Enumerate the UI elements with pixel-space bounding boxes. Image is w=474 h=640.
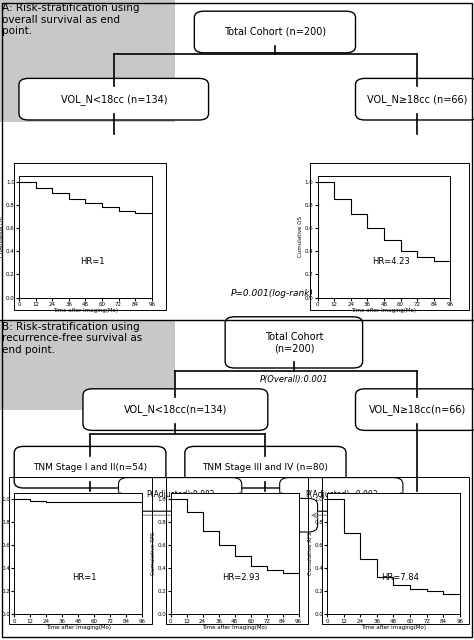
Text: HR=4.23: HR=4.23 bbox=[372, 257, 410, 266]
X-axis label: Time after Imaging(Mo): Time after Imaging(Mo) bbox=[46, 625, 111, 630]
Text: B: Risk-stratification using
recurrence-free survival as
end point.: B: Risk-stratification using recurrence-… bbox=[2, 321, 143, 355]
FancyBboxPatch shape bbox=[280, 477, 403, 511]
FancyBboxPatch shape bbox=[194, 12, 356, 52]
FancyBboxPatch shape bbox=[19, 79, 209, 120]
Text: A: Risk-stratification using
overall survival as end
point.: A: Risk-stratification using overall sur… bbox=[2, 3, 140, 36]
Text: HR=7.84: HR=7.84 bbox=[381, 573, 419, 582]
FancyBboxPatch shape bbox=[194, 499, 318, 532]
Y-axis label: Cumulative OS: Cumulative OS bbox=[298, 216, 303, 257]
FancyBboxPatch shape bbox=[356, 388, 474, 431]
X-axis label: Time after Imaging(Mo): Time after Imaging(Mo) bbox=[53, 308, 118, 313]
Text: TNM Stage III and IV (n=80): TNM Stage III and IV (n=80) bbox=[202, 463, 328, 472]
FancyBboxPatch shape bbox=[0, 320, 175, 410]
FancyBboxPatch shape bbox=[225, 317, 363, 368]
Text: HR=1: HR=1 bbox=[73, 573, 97, 582]
FancyBboxPatch shape bbox=[0, 0, 175, 122]
Text: VOL_N<18cc (n=134): VOL_N<18cc (n=134) bbox=[61, 93, 167, 105]
Text: P(Adjusted):0.082: P(Adjusted):0.082 bbox=[146, 490, 214, 499]
Text: Total Cohort (n=200): Total Cohort (n=200) bbox=[224, 27, 326, 37]
Text: VOL_N<18cc(n=134): VOL_N<18cc(n=134) bbox=[124, 404, 227, 415]
Text: P=0.001(log-rank): P=0.001(log-rank) bbox=[231, 289, 314, 298]
X-axis label: Time after Imaging(Mo): Time after Imaging(Mo) bbox=[351, 308, 417, 313]
Text: VOL_N≥18cc(n=66): VOL_N≥18cc(n=66) bbox=[368, 404, 466, 415]
X-axis label: Time after Imaging(Mo): Time after Imaging(Mo) bbox=[361, 625, 426, 630]
Text: TNM Stage I and II(n=54): TNM Stage I and II(n=54) bbox=[33, 463, 147, 472]
Text: VOL_N≥18cc (n=66): VOL_N≥18cc (n=66) bbox=[367, 93, 467, 105]
Text: Total Cohort
(n=200): Total Cohort (n=200) bbox=[264, 332, 323, 353]
FancyBboxPatch shape bbox=[83, 388, 268, 431]
X-axis label: Time after Imaging(Mo): Time after Imaging(Mo) bbox=[202, 625, 267, 630]
FancyBboxPatch shape bbox=[14, 447, 166, 488]
Y-axis label: Cumulative OS: Cumulative OS bbox=[0, 216, 5, 257]
FancyBboxPatch shape bbox=[185, 447, 346, 488]
Y-axis label: Cumulative RFS: Cumulative RFS bbox=[308, 532, 313, 575]
FancyBboxPatch shape bbox=[118, 477, 242, 511]
Text: HR=1: HR=1 bbox=[80, 257, 104, 266]
FancyBboxPatch shape bbox=[356, 79, 474, 120]
Text: P(Overall):0.001: P(Overall):0.001 bbox=[260, 374, 328, 384]
Y-axis label: Cumulative RFS: Cumulative RFS bbox=[151, 532, 156, 575]
Text: P(Adjusted):0.001: P(Adjusted):0.001 bbox=[222, 511, 290, 520]
Text: P(Adjusted)=0.003: P(Adjusted)=0.003 bbox=[305, 490, 378, 499]
Text: HR=2.93: HR=2.93 bbox=[222, 573, 260, 582]
